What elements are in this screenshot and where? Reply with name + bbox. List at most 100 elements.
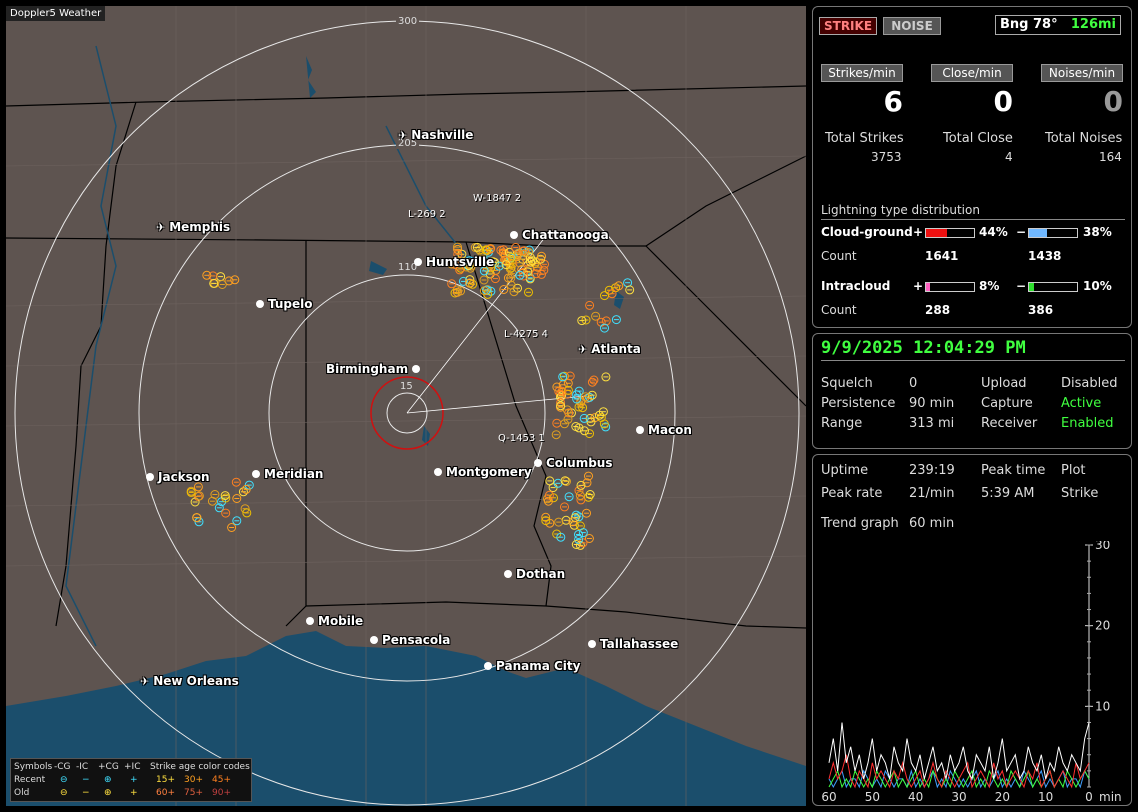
x-tick-label: 60 bbox=[821, 790, 836, 803]
x-tick-label: 40 bbox=[908, 790, 923, 803]
peak-time-label: Peak time bbox=[981, 463, 1046, 478]
cg-positive-count: 1641 bbox=[925, 249, 959, 263]
y-tick-label: 20 bbox=[1095, 619, 1110, 633]
peak-rate-value: 21/min bbox=[909, 486, 955, 501]
legend-header-pos-cg: +CG bbox=[98, 762, 119, 772]
strike-marker bbox=[581, 315, 591, 325]
strike-marker bbox=[517, 265, 527, 274]
range-setting-value[interactable]: 313 mi bbox=[909, 416, 955, 431]
radar-map[interactable]: Doppler5 Weather 300 205 110 15 ✈ Nashvil… bbox=[6, 6, 806, 806]
strike-marker bbox=[574, 512, 584, 522]
strike-marker bbox=[242, 508, 252, 518]
strike-marker bbox=[537, 251, 546, 261]
noises-per-min-label: Noises/min bbox=[1041, 64, 1123, 82]
strike-marker bbox=[614, 281, 624, 291]
strike-marker bbox=[511, 243, 521, 252]
symbol-legend: Symbols -CG -IC +CG +IC Strike age color… bbox=[10, 758, 252, 802]
bearing-value: Bng 78° bbox=[1000, 17, 1058, 32]
strike-marker bbox=[479, 255, 489, 265]
city-dot-icon bbox=[412, 365, 421, 373]
ic-plus-sign: + bbox=[913, 279, 924, 293]
cg-minus-sign: − bbox=[1016, 225, 1027, 239]
strike-marker bbox=[557, 386, 567, 396]
receiver-label: Receiver bbox=[981, 416, 1038, 431]
city-dot-icon bbox=[252, 470, 260, 478]
strike-marker bbox=[477, 250, 487, 260]
trend-graph-label: Trend graph bbox=[821, 516, 899, 531]
ic-positive-bar bbox=[925, 282, 975, 292]
city-macon: Macon bbox=[636, 423, 692, 437]
strike-marker bbox=[600, 291, 609, 301]
strike-marker bbox=[479, 266, 489, 276]
airport-icon: ✈ bbox=[578, 342, 588, 356]
city-tupelo: Tupelo bbox=[256, 297, 313, 311]
legend-age-90: 90+ bbox=[212, 788, 231, 798]
city-dot-icon bbox=[504, 570, 512, 578]
strike-marker bbox=[214, 503, 224, 513]
legend-old-neg-ic: − bbox=[82, 788, 90, 798]
strike-marker bbox=[585, 392, 595, 402]
strike-marker bbox=[578, 403, 588, 413]
legend-header-symbols: Symbols bbox=[14, 762, 53, 772]
cloud-ground-label: Cloud-ground bbox=[821, 225, 913, 239]
range-label: Range bbox=[821, 416, 863, 431]
legend-old-pos-ic: + bbox=[130, 788, 138, 798]
ic-count-label: Count bbox=[821, 303, 857, 317]
noises-per-min-value: 0 bbox=[1103, 85, 1123, 118]
airport-icon: ✈ bbox=[398, 128, 408, 142]
total-noises-label: Total Noises bbox=[1045, 131, 1123, 146]
strike-marker bbox=[485, 244, 495, 254]
city-new-orleans: ✈ New Orleans bbox=[140, 674, 239, 688]
legend-recent-pos-ic: + bbox=[130, 775, 138, 785]
legend-old-pos-cg: ⊕ bbox=[104, 788, 112, 798]
noise-button[interactable]: NOISE bbox=[883, 17, 941, 35]
strike-marker bbox=[526, 257, 536, 267]
strike-marker bbox=[453, 244, 463, 254]
x-unit-label: min bbox=[1099, 790, 1121, 803]
upload-value[interactable]: Disabled bbox=[1061, 376, 1118, 391]
trend-graph-value[interactable]: 60 min bbox=[909, 516, 955, 531]
uptime-label: Uptime bbox=[821, 463, 869, 478]
plot-value[interactable]: Strike bbox=[1061, 486, 1099, 501]
strike-marker bbox=[458, 276, 468, 286]
strike-marker bbox=[558, 372, 568, 382]
close-per-min-value: 0 bbox=[993, 85, 1013, 118]
peak-rate-label: Peak rate bbox=[821, 486, 883, 501]
strike-marker bbox=[527, 256, 537, 266]
x-tick-label: 0 bbox=[1085, 790, 1093, 803]
squelch-value[interactable]: 0 bbox=[909, 376, 918, 391]
strike-marker bbox=[513, 248, 523, 258]
plot-label: Plot bbox=[1061, 463, 1086, 478]
cg-count-label: Count bbox=[821, 249, 857, 263]
strike-marker bbox=[220, 491, 230, 501]
strike-marker bbox=[488, 257, 498, 267]
ring-label-15: 15 bbox=[398, 381, 415, 392]
strike-marker bbox=[541, 516, 551, 526]
receiver-value[interactable]: Enabled bbox=[1061, 416, 1114, 431]
strike-marker bbox=[611, 315, 621, 325]
map-title: Doppler5 Weather bbox=[6, 6, 106, 21]
city-dot-icon bbox=[484, 662, 492, 670]
strike-marker bbox=[584, 534, 594, 543]
x-tick-label: 20 bbox=[995, 790, 1010, 803]
strike-marker bbox=[571, 540, 581, 549]
bearing-range-display: Bng 78° 126mi bbox=[995, 15, 1121, 35]
strike-button[interactable]: STRIKE bbox=[819, 17, 877, 35]
city-dot-icon bbox=[588, 640, 596, 648]
strike-marker bbox=[515, 270, 525, 280]
strike-marker bbox=[232, 516, 242, 526]
persistence-value[interactable]: 90 min bbox=[909, 396, 955, 411]
legend-old-neg-cg: ⊖ bbox=[60, 788, 68, 798]
capture-value[interactable]: Active bbox=[1061, 396, 1102, 411]
strike-marker bbox=[465, 278, 475, 288]
strike-marker bbox=[545, 476, 555, 486]
ic-minus-sign: − bbox=[1016, 279, 1027, 293]
cg-plus-sign: + bbox=[913, 225, 924, 239]
strike-marker bbox=[554, 517, 564, 527]
strike-marker bbox=[230, 275, 240, 285]
strike-marker bbox=[514, 258, 524, 268]
strike-marker bbox=[450, 260, 460, 269]
strike-marker bbox=[580, 426, 589, 436]
legend-old-label: Old bbox=[14, 788, 30, 798]
strike-marker bbox=[594, 410, 604, 420]
